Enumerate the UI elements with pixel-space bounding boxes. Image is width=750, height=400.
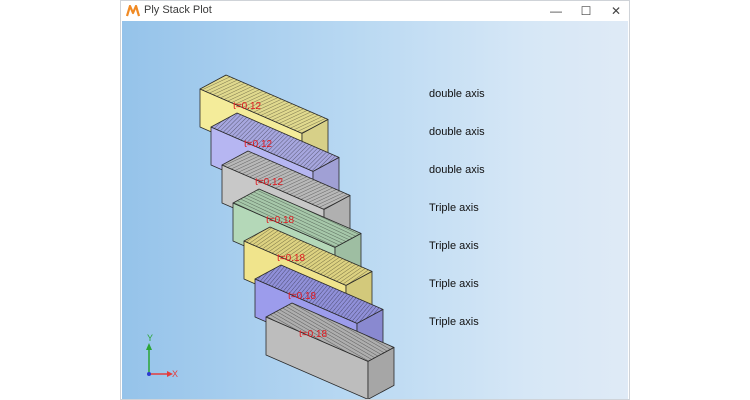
ply-description-label: double axis	[429, 88, 485, 100]
ply-description-label: Triple axis	[429, 240, 479, 252]
z-axis-origin	[147, 372, 151, 376]
ply-thickness-label: t=0.18	[266, 215, 295, 226]
ply-thickness-label: t=0.18	[277, 253, 306, 264]
x-axis-arrowhead	[167, 371, 173, 377]
window-title: Ply Stack Plot	[144, 4, 212, 16]
ply-top-face	[210, 112, 340, 172]
ply-block	[265, 302, 395, 399]
ply-stack-viewport[interactable]: t=0.12 double axis t=0.12 double axis t=0.12…	[122, 21, 628, 399]
minimize-button[interactable]: —	[550, 4, 562, 18]
ply-top-face	[232, 188, 362, 248]
app-window: Ply Stack Plot — ☐ ✕ t=0.12 double axis t=…	[120, 0, 630, 400]
axis-triad: Y X	[146, 333, 178, 379]
ply-description-label: Triple axis	[429, 202, 479, 214]
ply-thickness-label: t=0.12	[233, 101, 262, 112]
ply-top-face	[199, 74, 329, 134]
ply-top-face	[243, 226, 373, 286]
maximize-button[interactable]: ☐	[580, 4, 592, 18]
ply-thickness-label: t=0.12	[255, 177, 284, 188]
ply-thickness-label: t=0.18	[288, 291, 317, 302]
ply-thickness-label: t=0.12	[244, 139, 273, 150]
ply-description-label: Triple axis	[429, 278, 479, 290]
app-logo-icon	[126, 5, 140, 17]
ply-top-face	[221, 150, 351, 210]
y-axis-arrowhead	[146, 343, 152, 350]
y-axis-label: Y	[147, 333, 153, 343]
ply-thickness-label: t=0.18	[299, 329, 328, 340]
ply-description-label: Triple axis	[429, 316, 479, 328]
ply-stack-drawing: t=0.12 double axis t=0.12 double axis t=0.12…	[146, 74, 485, 399]
title-bar[interactable]: Ply Stack Plot — ☐ ✕	[121, 1, 629, 21]
ply-top-face	[265, 302, 395, 362]
ply-description-label: double axis	[429, 164, 485, 176]
ply-top-face	[254, 264, 384, 324]
close-button[interactable]: ✕	[610, 4, 622, 18]
x-axis-label: X	[172, 369, 178, 379]
ply-description-label: double axis	[429, 126, 485, 138]
